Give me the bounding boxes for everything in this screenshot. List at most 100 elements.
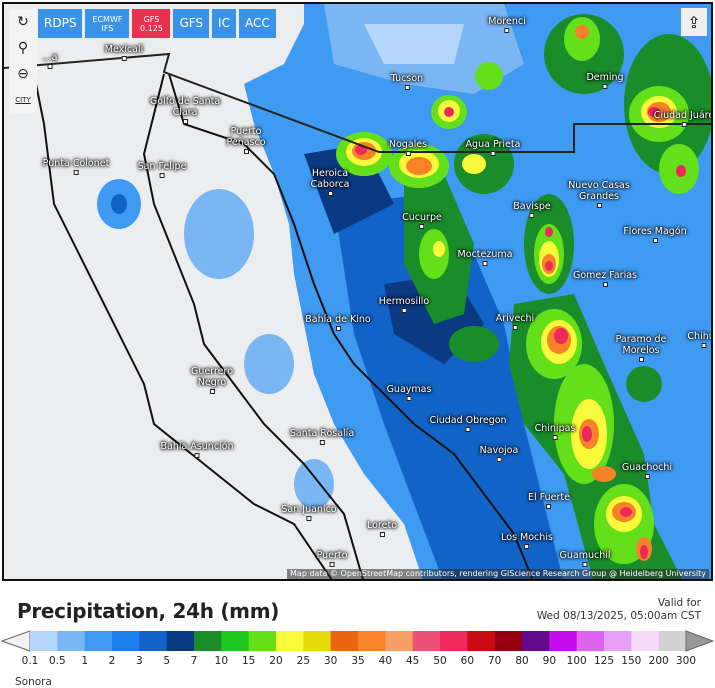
city-toggle-icon[interactable]: CITY bbox=[15, 96, 31, 104]
city-marker bbox=[482, 261, 488, 266]
city-label: Heroica Caborca bbox=[294, 168, 366, 196]
color-scale-cell bbox=[303, 631, 332, 651]
color-scale-cell bbox=[139, 631, 168, 651]
city-marker bbox=[306, 516, 312, 521]
city-label: Cucurpe bbox=[402, 212, 442, 229]
city-label: Mexicali bbox=[105, 44, 143, 61]
city-label: Los Mochis bbox=[501, 532, 553, 549]
color-scale-label: 0.5 bbox=[48, 655, 66, 667]
color-scale-label: 50 bbox=[433, 655, 447, 667]
city-marker bbox=[644, 474, 650, 479]
city-label: Puerto bbox=[317, 550, 347, 567]
model-ecmwf-button[interactable]: ECMWF IFS bbox=[85, 9, 130, 38]
city-marker bbox=[327, 191, 333, 196]
city-marker bbox=[209, 389, 215, 394]
city-label: Punta Colonet bbox=[43, 158, 109, 175]
city-marker bbox=[504, 28, 510, 33]
model-ic-button[interactable]: IC bbox=[212, 9, 236, 38]
color-scale-label: 7 bbox=[190, 655, 198, 667]
city-marker bbox=[681, 122, 687, 127]
color-scale-cell bbox=[330, 631, 359, 651]
city-marker bbox=[329, 562, 335, 567]
region-name: Sonora bbox=[15, 676, 52, 688]
city-marker bbox=[512, 325, 518, 330]
city-marker bbox=[406, 396, 412, 401]
model-acc-button[interactable]: ACC bbox=[238, 9, 276, 38]
map-attribution[interactable]: Map data © OpenStreetMap contributors, r… bbox=[287, 569, 709, 579]
refresh-icon[interactable]: ↻ bbox=[17, 14, 29, 30]
color-scale-label: 200 bbox=[648, 655, 669, 667]
city-marker bbox=[182, 119, 188, 124]
city-marker bbox=[194, 453, 200, 458]
city-label: Ciudad Obregon bbox=[429, 415, 507, 432]
color-scale-cell bbox=[84, 631, 113, 651]
color-scale-label: 90 bbox=[542, 655, 557, 667]
model-rdps-button[interactable]: RDPS bbox=[38, 9, 83, 38]
city-marker bbox=[465, 427, 471, 432]
city-marker bbox=[401, 308, 407, 313]
map-canvas bbox=[4, 4, 711, 579]
city-marker bbox=[47, 64, 53, 69]
city-marker bbox=[602, 282, 608, 287]
city-marker bbox=[419, 224, 425, 229]
city-marker bbox=[243, 149, 249, 154]
color-scale-label: 5 bbox=[163, 655, 170, 667]
city-label: San Juanico bbox=[281, 504, 337, 521]
city-marker bbox=[121, 56, 127, 61]
city-label: Paramo de Morelos bbox=[605, 334, 677, 362]
city-marker bbox=[335, 326, 341, 331]
color-scale-cell bbox=[221, 631, 250, 651]
city-marker bbox=[582, 562, 588, 567]
city-label: Navojoa bbox=[480, 445, 518, 462]
color-scale-cell bbox=[385, 631, 414, 651]
under-range-arrow bbox=[0, 630, 31, 652]
city-label: Hermosillo bbox=[379, 296, 429, 313]
city-label: Ciudad Juáre bbox=[654, 110, 711, 127]
location-pin-icon[interactable]: ⚲ bbox=[17, 40, 29, 56]
city-label: Guachochi bbox=[622, 462, 672, 479]
color-scale-cell bbox=[658, 631, 687, 651]
valid-time: Valid for Wed 08/13/2025, 05:00am CST bbox=[537, 597, 701, 623]
city-label: Tucson bbox=[391, 73, 423, 90]
city-marker bbox=[496, 457, 502, 462]
city-marker bbox=[159, 173, 165, 178]
city-marker bbox=[701, 343, 707, 348]
color-scale-bar bbox=[0, 630, 715, 652]
color-scale-cell bbox=[194, 631, 222, 651]
city-label: Santa Rosalía bbox=[290, 428, 354, 445]
zoom-out-icon[interactable]: ⊖ bbox=[17, 66, 29, 82]
model-gfs-button[interactable]: GFS bbox=[173, 9, 210, 38]
color-scale-label: 10 bbox=[214, 655, 229, 667]
color-scale-cell bbox=[248, 631, 277, 651]
color-scale-cell bbox=[112, 631, 140, 651]
city-label: Gomez Farias bbox=[569, 270, 641, 287]
color-scale-cell bbox=[30, 631, 58, 651]
valid-label: Valid for bbox=[657, 597, 701, 609]
precipitation-map[interactable]: ...a Mexicali Tucson Morenci Deming Ciudad Ju… bbox=[2, 2, 713, 581]
color-scale-cell bbox=[166, 631, 195, 651]
city-label: Nuevo Casas Grandes bbox=[563, 180, 635, 208]
city-marker bbox=[602, 84, 608, 89]
city-marker bbox=[638, 357, 644, 362]
color-scale-label: 30 bbox=[323, 655, 338, 667]
city-label: Puerto Peñasco bbox=[210, 126, 282, 154]
city-marker bbox=[319, 440, 325, 445]
color-scale-cell bbox=[440, 631, 468, 651]
color-scale-label: 20 bbox=[269, 655, 283, 667]
color-scale-label: 25 bbox=[296, 655, 311, 667]
color-scale-labels: 0.1 0.5 1 2 3 5 7 10 15 20 25 30 35 40 45 50 60 70 80 90 100… bbox=[0, 655, 715, 669]
color-scale-label: 125 bbox=[593, 655, 615, 667]
color-scale-cell bbox=[631, 631, 660, 651]
share-icon[interactable]: ⇪ bbox=[681, 8, 707, 36]
city-label: Chihua bbox=[687, 331, 711, 348]
city-label: Guamuchil bbox=[559, 550, 611, 567]
color-scale-label: 15 bbox=[241, 655, 256, 667]
city-marker bbox=[405, 151, 411, 156]
color-scale-label: 300 bbox=[675, 655, 697, 667]
city-label: Flores Magón bbox=[619, 226, 691, 243]
legend-title: Precipitation, 24h (mm) bbox=[17, 599, 280, 623]
model-gfs-0125-button[interactable]: GFS 0.125 bbox=[132, 9, 171, 38]
model-toolbar: RDPS ECMWF IFS GFS 0.125 GFS IC ACC bbox=[38, 9, 276, 38]
color-scale-cell bbox=[604, 631, 632, 651]
city-label: El Fuerte bbox=[528, 492, 570, 509]
